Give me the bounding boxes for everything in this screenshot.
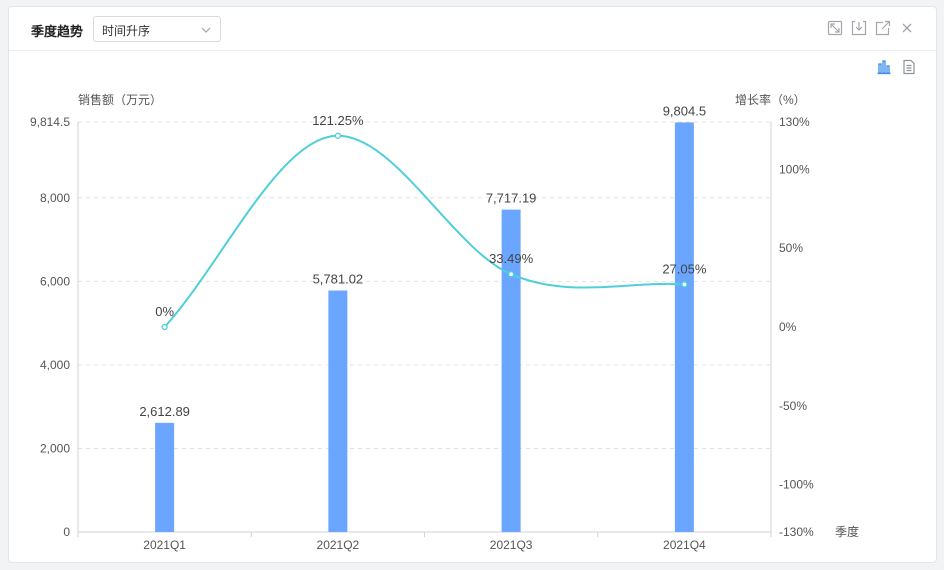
line-value-label: 27.05% — [662, 261, 707, 276]
y-right-tick-label: -50% — [779, 399, 807, 413]
line-value-label: 33.49% — [489, 251, 534, 266]
bar — [674, 122, 694, 532]
line-point — [334, 132, 342, 139]
line-value-label: 0% — [155, 304, 174, 319]
chevron-down-icon — [200, 23, 212, 41]
card-header: 季度趋势 时间升序 — [9, 7, 936, 51]
y-left-tick-label: 2,000 — [40, 441, 70, 455]
fullscreen-icon[interactable] — [827, 20, 843, 36]
bar-chart-icon[interactable] — [876, 59, 892, 75]
y-right-tick-label: 50% — [779, 241, 803, 255]
bar — [328, 290, 348, 532]
x-tick-label: 2021Q3 — [490, 538, 533, 552]
sort-select-value: 时间升序 — [102, 24, 151, 38]
bar — [155, 422, 175, 532]
line-point — [161, 323, 168, 331]
y-left-tick-label: 8,000 — [40, 191, 70, 205]
bar-value-label: 9,804.5 — [663, 103, 706, 118]
sort-select[interactable]: 时间升序 — [93, 16, 221, 42]
y-left-tick-label: 9,814.5 — [30, 115, 70, 129]
bar-value-label: 5,781.02 — [313, 271, 364, 286]
x-axis-title: 季度 — [835, 524, 859, 539]
y-right-tick-label: 100% — [779, 162, 810, 176]
y-right-tick-label: 130% — [779, 115, 810, 129]
card-title: 季度趋势 — [31, 24, 84, 39]
download-icon[interactable] — [851, 20, 867, 36]
bar-value-label: 2,612.89 — [139, 404, 190, 419]
line-point — [681, 281, 688, 288]
document-icon[interactable] — [901, 59, 917, 75]
y-left-tick-label: 6,000 — [40, 274, 70, 288]
x-tick-label: 2021Q4 — [663, 538, 706, 552]
y-left-axis-title: 销售额（万元） — [78, 92, 162, 107]
bar — [501, 209, 521, 532]
y-right-tick-label: -130% — [779, 525, 814, 539]
bar-value-label: 7,717.19 — [486, 191, 537, 206]
y-right-axis-title: 增长率（%） — [735, 92, 806, 107]
external-link-icon[interactable] — [875, 20, 891, 36]
line-value-label: 121.25% — [312, 113, 364, 128]
growth-line — [163, 134, 685, 328]
line-point — [507, 271, 515, 278]
close-icon[interactable] — [899, 20, 915, 36]
y-left-tick-label: 0 — [63, 525, 70, 539]
x-tick-label: 2021Q2 — [317, 538, 360, 552]
y-right-tick-label: -100% — [779, 478, 814, 492]
y-left-tick-label: 4,000 — [40, 358, 70, 372]
y-right-tick-label: 0% — [779, 320, 797, 334]
x-tick-label: 2021Q1 — [143, 538, 186, 552]
